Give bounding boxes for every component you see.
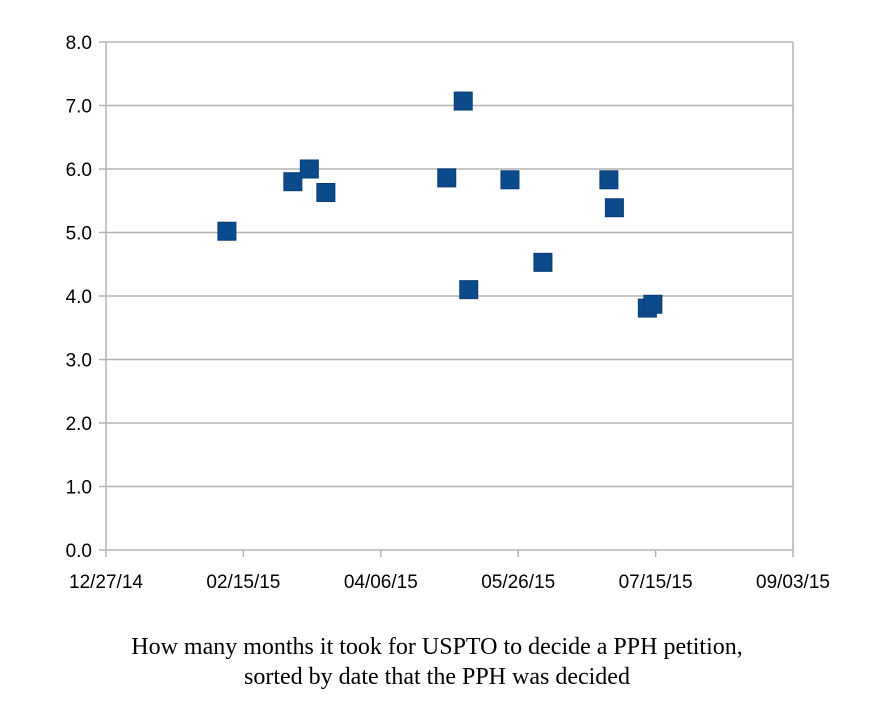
x-tick-label: 04/06/15 — [344, 572, 418, 593]
y-tick-label: 4.0 — [66, 287, 92, 308]
y-tick-label: 8.0 — [66, 33, 92, 54]
y-tick-labels: 0.0 1.0 2.0 3.0 4.0 5.0 6.0 7.0 8.0 — [66, 33, 92, 562]
data-point — [459, 280, 479, 300]
y-tick-label: 0.0 — [66, 541, 92, 562]
x-tick-labels: 12/27/14 02/15/15 04/06/15 05/26/15 07/15/15… — [69, 572, 830, 593]
data-point — [533, 252, 553, 272]
x-tick-label: 09/03/15 — [756, 572, 830, 593]
caption-line-1: How many months it took for USPTO to dec… — [131, 634, 743, 660]
y-tick-label: 1.0 — [66, 478, 92, 499]
y-tick-label: 3.0 — [66, 351, 92, 372]
axes — [99, 41, 794, 557]
y-tick-label: 2.0 — [66, 414, 92, 435]
data-point — [604, 198, 624, 218]
data-point — [217, 221, 237, 241]
x-tick-label: 12/27/14 — [69, 572, 143, 593]
y-tick-label: 7.0 — [66, 97, 92, 118]
y-tick-label: 5.0 — [66, 224, 92, 245]
y-tick-label: 6.0 — [66, 160, 92, 181]
scatter-chart: 0.0 1.0 2.0 3.0 4.0 5.0 6.0 7.0 8.0 12/27/14 02/1… — [66, 33, 830, 593]
data-point — [453, 91, 473, 111]
chart-caption: How many months it took for USPTO to dec… — [0, 632, 874, 692]
x-tick-label: 02/15/15 — [206, 572, 280, 593]
grid-lines — [106, 41, 793, 488]
data-point — [599, 170, 619, 190]
data-point — [316, 182, 336, 202]
data-points — [217, 91, 663, 318]
x-tick-label: 07/15/15 — [619, 572, 693, 593]
data-point — [500, 170, 520, 190]
x-tick-label: 05/26/15 — [481, 572, 555, 593]
data-point — [437, 168, 457, 188]
data-point — [643, 294, 663, 314]
data-point — [283, 172, 303, 192]
data-point — [299, 159, 319, 179]
caption-line-2: sorted by date that the PPH was decided — [244, 664, 630, 690]
